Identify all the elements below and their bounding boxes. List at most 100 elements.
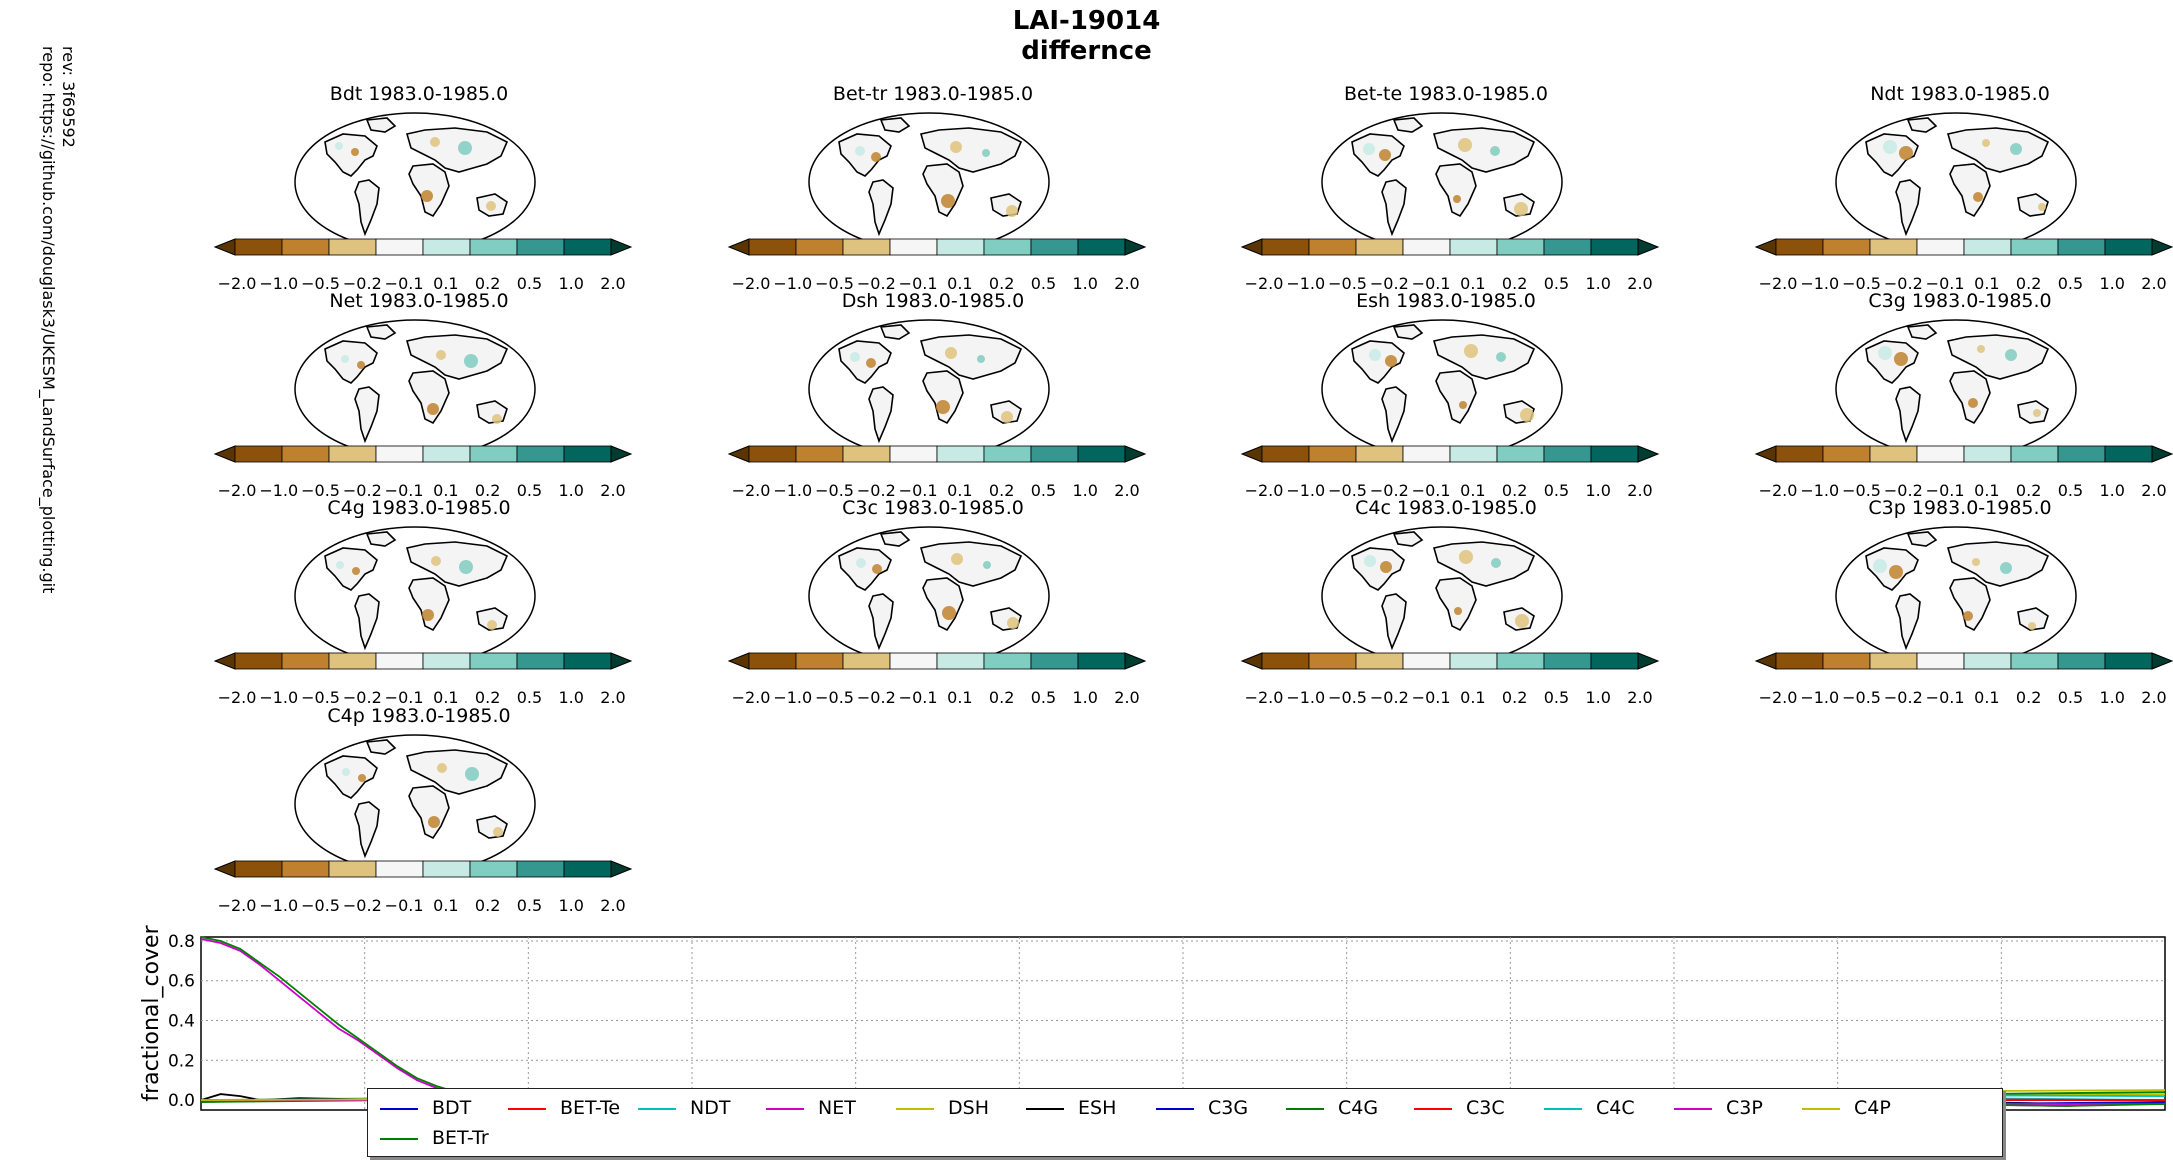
colorbar-tick-label: 2.0 <box>600 481 626 500</box>
y-axis-label: fractional_cover <box>139 924 164 1101</box>
legend-item: NDT <box>638 1097 730 1119</box>
panel-title: Esh 1983.0-1985.0 <box>1356 290 1536 312</box>
map <box>1321 112 1563 252</box>
map <box>808 319 1050 459</box>
difference-patch <box>428 816 440 828</box>
panel-title: C4g 1983.0-1985.0 <box>327 497 511 519</box>
continent-outline <box>405 334 509 380</box>
continent-outline <box>919 334 1023 380</box>
map-panel: Bet-te 1983.0-1985.0 −2.0 −1.0 −0.5 −0.2 −0.1… <box>1226 83 1666 293</box>
colorbar-extend-high <box>610 652 633 670</box>
continent-outline <box>868 179 894 237</box>
colorbar-tick-label: −0.5 <box>815 481 854 500</box>
continent-outline <box>1949 370 1991 425</box>
continent-outline <box>868 386 894 444</box>
continent-outline <box>1381 593 1407 651</box>
colorbar-tick-label: 1.0 <box>1585 481 1611 500</box>
colorbar-tick-label: 0.1 <box>1974 274 2000 293</box>
colorbar-tick-label: 0.5 <box>1543 481 1570 500</box>
colorbar-tick-label: −0.2 <box>1883 274 1923 293</box>
colorbar-tick-label: 2.0 <box>600 274 626 293</box>
colorbar-tick-label: −2.0 <box>1758 274 1798 293</box>
difference-patch <box>2038 203 2046 211</box>
continent-outline <box>1895 386 1921 444</box>
difference-patch <box>459 560 473 574</box>
colorbar-tick-label: −2.0 <box>217 481 257 500</box>
colorbar-tick-label: 1.0 <box>1072 688 1098 707</box>
continent-outline <box>365 739 397 755</box>
colorbar-tick-label: −0.5 <box>301 896 340 915</box>
legend-item: BDT <box>380 1097 471 1119</box>
map-panel-graphic <box>213 526 633 670</box>
difference-patch <box>352 567 360 575</box>
legend-label: C4P <box>1854 1097 1891 1119</box>
continent-outline <box>354 386 380 444</box>
colorbar-tick-label: −0.2 <box>1883 688 1923 707</box>
colorbar-tick-label: −0.2 <box>342 274 382 293</box>
continent-outline <box>1949 577 1991 632</box>
colorbar-tick-label: −0.5 <box>1328 274 1367 293</box>
map-panel: C3p 1983.0-1985.0 −2.0 −1.0 −0.5 −0.2 −0.1 0.1… <box>1740 497 2173 707</box>
colorbar-tick-label: 0.1 <box>433 274 459 293</box>
colorbar-tick-label: 0.2 <box>474 274 501 293</box>
map-panel-graphic <box>1240 319 1660 463</box>
colorbar-extend-high <box>2151 238 2173 256</box>
colorbar-tick-label: −2.0 <box>1244 274 1284 293</box>
colorbar-tick-label: 0.2 <box>1501 688 1528 707</box>
difference-patch <box>458 141 472 155</box>
difference-patch <box>1454 607 1462 615</box>
colorbar-tick-label: −0.1 <box>1925 274 1965 293</box>
legend-label: C3G <box>1208 1097 1249 1119</box>
colorbar-tick-label: −0.1 <box>1925 688 1965 707</box>
colorbar-tick-label: 0.5 <box>1543 688 1570 707</box>
colorbar-tick-label: 0.5 <box>516 896 543 915</box>
panel-title: Dsh 1983.0-1985.0 <box>841 290 1025 312</box>
colorbar-tick-label: 2.0 <box>2141 688 2167 707</box>
continent-outline <box>324 340 378 384</box>
difference-patch <box>982 149 990 157</box>
difference-patch <box>1514 202 1528 216</box>
legend-swatch <box>380 1107 418 1110</box>
difference-patch <box>855 146 865 156</box>
panel-title: Bdt 1983.0-1985.0 <box>329 83 509 105</box>
colorbar-tick-label: 2.0 <box>1114 688 1140 707</box>
continent-outline <box>324 547 378 591</box>
colorbar-tick-label: −1.0 <box>1286 274 1326 293</box>
map-panel-graphic <box>727 112 1147 256</box>
legend-label: BET-Tr <box>432 1127 489 1149</box>
legend-label: BET-Te <box>560 1097 621 1119</box>
continent-outline <box>1865 133 1919 177</box>
difference-patch <box>942 606 956 620</box>
colorbar-tick-label: 2.0 <box>1627 481 1653 500</box>
difference-patch <box>977 355 985 363</box>
map <box>1321 319 1563 459</box>
map <box>294 734 536 874</box>
difference-patch <box>951 553 963 565</box>
colorbar-extend-high <box>2151 652 2173 670</box>
colorbar-tick-label: 0.2 <box>474 481 501 500</box>
colorbar-tick-label: −0.5 <box>1328 481 1367 500</box>
figure-title-line1: LAI-19014 <box>1012 6 1161 36</box>
difference-patch <box>351 148 359 156</box>
colorbar-tick-label: 0.2 <box>474 896 501 915</box>
continent-outline <box>922 370 964 425</box>
panel-title: Net 1983.0-1985.0 <box>329 290 509 312</box>
colorbar-tick-label: 0.5 <box>516 481 543 500</box>
map-panel: C3g 1983.0-1985.0 −2.0 −1.0 −0.5 −0.2 −0.1 0.1… <box>1740 290 2173 500</box>
legend-item: C4P <box>1802 1097 1891 1119</box>
colorbar-tick-label: −1.0 <box>1800 274 1840 293</box>
panel-title: C3p 1983.0-1985.0 <box>1868 497 2052 519</box>
colorbar-tick-label: −0.5 <box>301 688 340 707</box>
difference-patch <box>437 763 447 773</box>
continent-outline <box>919 127 1023 173</box>
legend-label: C3C <box>1466 1097 1505 1119</box>
map <box>1835 319 2077 459</box>
continent-outline <box>1392 324 1424 340</box>
colorbar-tick-label: −2.0 <box>1244 688 1284 707</box>
colorbar-tick-label: −0.2 <box>342 896 382 915</box>
difference-patch <box>492 414 502 424</box>
legend-label: ESH <box>1078 1097 1117 1119</box>
continent-outline <box>879 531 911 547</box>
colorbar-tick-label: 1.0 <box>1585 688 1611 707</box>
